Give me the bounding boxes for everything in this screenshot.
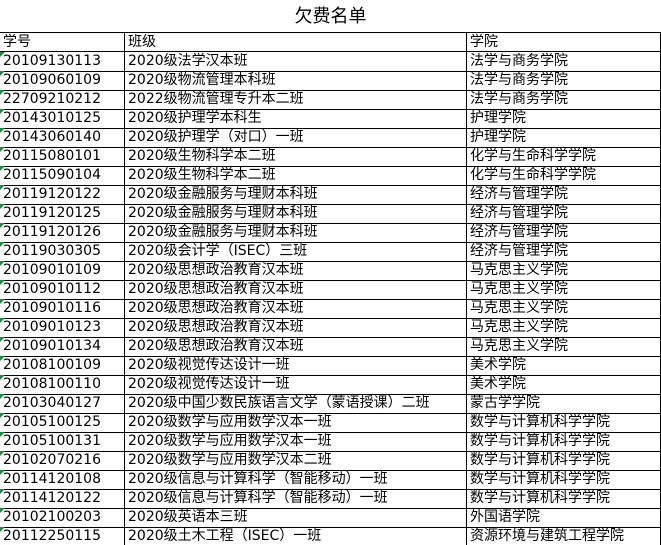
class-name: 2020级信息与计算科学（智能移动）一班 [125,489,467,509]
college: 经济与管理学院 [467,204,661,224]
college: 经济与管理学院 [467,185,661,205]
class-name: 2020级视觉传达设计一班 [125,356,467,376]
class-name: 2020级金融服务与理财本科班 [125,204,467,224]
college: 美术学院 [467,356,661,376]
class-name: 2020级护理学（对口）一班 [125,128,467,148]
college: 数学与计算机科学学院 [467,451,661,471]
class-name: 2020级视觉传达设计一班 [125,375,467,395]
student-id: 20102070216 [0,451,125,471]
student-id: 20143010125 [0,109,125,129]
class-name: 2020级生物科学本二班 [125,166,467,186]
student-id: 20112250115 [0,527,125,545]
college: 马克思主义学院 [467,280,661,300]
class-name: 2020级思想政治教育汉本班 [125,280,467,300]
college: 美术学院 [467,375,661,395]
college: 马克思主义学院 [467,299,661,319]
student-id: 20109010134 [0,337,125,357]
student-id: 20109010116 [0,299,125,319]
class-name: 2020级思想政治教育汉本班 [125,318,467,338]
class-name: 2020级数学与应用数学汉本二班 [125,451,467,471]
student-id: 20103040127 [0,394,125,414]
class-name: 2020级护理学本科生 [125,109,467,129]
college: 法学与商务学院 [467,90,661,110]
college: 护理学院 [467,109,661,129]
student-id: 20105100131 [0,432,125,452]
class-name: 2020级数学与应用数学汉本一班 [125,413,467,433]
header-cell: 学院 [467,32,661,52]
class-name: 2020级中国少数民族语言文学（蒙语授课）二班 [125,394,467,414]
class-name: 2020级生物科学本二班 [125,147,467,167]
college: 马克思主义学院 [467,318,661,338]
college: 经济与管理学院 [467,242,661,262]
student-id: 20114120108 [0,470,125,490]
class-name: 2020级土木工程（ISEC）一班 [125,527,467,545]
college: 外国语学院 [467,508,661,528]
student-id: 20119120126 [0,223,125,243]
college: 化学与生命科学学院 [467,166,661,186]
student-id: 20109130113 [0,52,125,72]
student-id: 22709210212 [0,90,125,110]
college: 资源环境与建筑工程学院 [467,527,661,545]
student-id: 20119120122 [0,185,125,205]
student-id: 20102100203 [0,508,125,528]
college: 经济与管理学院 [467,223,661,243]
class-name: 2020级金融服务与理财本科班 [125,223,467,243]
class-name: 2022级物流管理专升本二班 [125,90,467,110]
class-name: 2020级数学与应用数学汉本一班 [125,432,467,452]
class-name: 2020级思想政治教育汉本班 [125,337,467,357]
college: 护理学院 [467,128,661,148]
class-name: 2020级法学汉本班 [125,52,467,72]
sheet-title: 欠费名单 [294,6,367,27]
student-id: 20119120125 [0,204,125,224]
class-name: 2020级英语本三班 [125,508,467,528]
college: 数学与计算机科学学院 [467,489,661,509]
student-id: 20108100109 [0,356,125,376]
student-id: 20119030305 [0,242,125,262]
student-id: 20109010109 [0,261,125,281]
class-name: 2020级物流管理本科班 [125,71,467,91]
student-id: 20109010112 [0,280,125,300]
college: 化学与生命科学学院 [467,147,661,167]
college: 数学与计算机科学学院 [467,432,661,452]
header-cell: 学号 [0,32,125,52]
student-id: 20143060140 [0,128,125,148]
student-id: 20108100110 [0,375,125,395]
student-id: 20109060109 [0,71,125,91]
class-name: 2020级金融服务与理财本科班 [125,185,467,205]
college: 法学与商务学院 [467,52,661,72]
college: 数学与计算机科学学院 [467,413,661,433]
class-name: 2020级思想政治教育汉本班 [125,261,467,281]
college: 蒙古学学院 [467,394,661,414]
class-name: 2020级思想政治教育汉本班 [125,299,467,319]
student-id: 20109010123 [0,318,125,338]
class-name: 2020级信息与计算科学（智能移动）一班 [125,470,467,490]
header-cell: 班级 [125,32,467,52]
student-id: 20105100125 [0,413,125,433]
class-name: 2020级会计学（ISEC）三班 [125,242,467,262]
student-id: 20115080101 [0,147,125,167]
student-id: 20115090104 [0,166,125,186]
college: 马克思主义学院 [467,337,661,357]
student-id: 20114120122 [0,489,125,509]
college: 数学与计算机科学学院 [467,470,661,490]
college: 法学与商务学院 [467,71,661,91]
college: 马克思主义学院 [467,261,661,281]
